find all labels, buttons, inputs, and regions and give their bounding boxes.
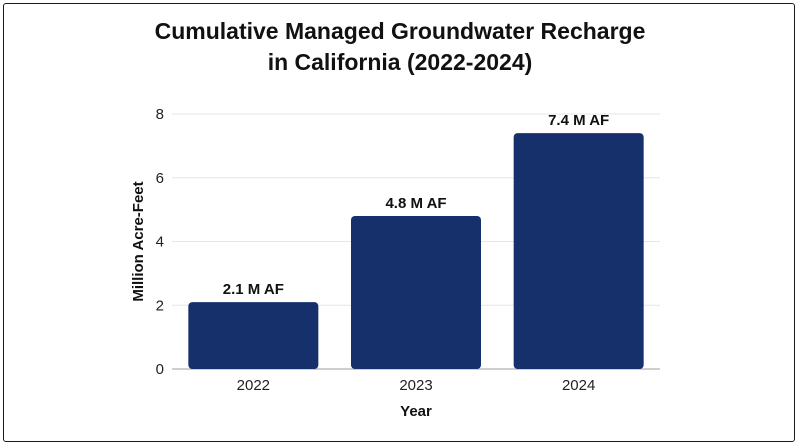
bars [188,133,644,369]
y-tick-label: 4 [156,234,164,251]
bar [351,216,481,369]
bar [513,133,644,369]
x-tick-label: 2022 [237,377,270,394]
chart-frame [3,3,795,442]
x-tick-labels: 2022 2023 2024 [237,377,596,394]
bar [188,302,319,369]
data-label: 2.1 M AF [223,281,284,298]
y-tick-label: 8 [156,106,164,123]
data-labels: 2.1 M AF 4.8 M AF 7.4 M AF [223,112,609,298]
x-tick-label: 2023 [399,377,432,394]
y-tick-label: 0 [156,361,164,378]
chart-title-line-2: in California (2022-2024) [267,49,533,75]
chart-title: Cumulative Managed Groundwater Recharge … [0,16,800,78]
x-tick-label: 2024 [562,377,595,394]
data-label: 7.4 M AF [548,112,609,129]
chart-title-line-1: Cumulative Managed Groundwater Recharge [154,18,646,44]
y-axis-label: Million Acre-Feet [130,181,147,301]
y-tick-labels: 0 2 4 6 8 [156,106,164,378]
x-axis-label: Year [400,403,432,420]
y-tick-label: 2 [156,297,164,314]
data-label: 4.8 M AF [385,195,446,212]
y-tick-label: 6 [156,170,164,187]
